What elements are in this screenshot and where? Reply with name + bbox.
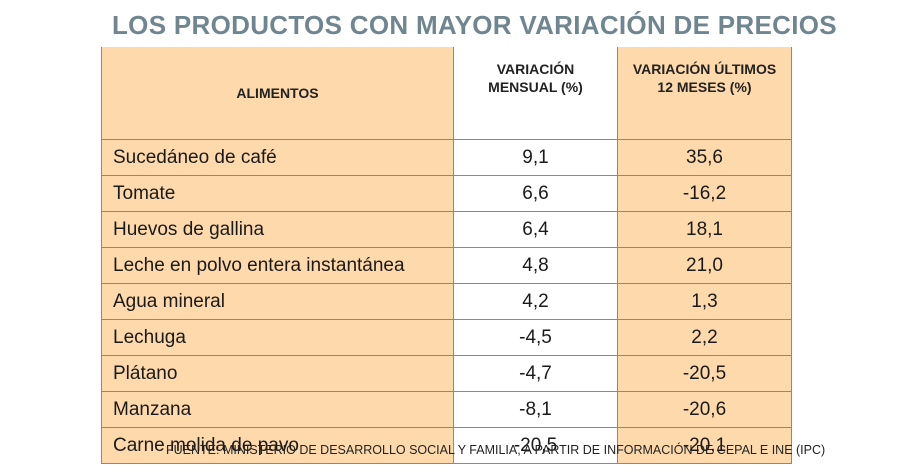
header-yearly-line2: 12 MESES (%) [657,79,752,95]
table-row: Leche en polvo entera instantánea 4,8 21… [101,247,792,284]
cell-monthly: 9,1 [453,139,618,176]
cell-yearly: 18,1 [617,211,792,248]
cell-yearly: 1,3 [617,283,792,320]
table-row: Huevos de gallina 6,4 18,1 [101,211,792,248]
cell-food: Tomate [101,175,454,212]
cell-monthly: -8,1 [453,391,618,428]
cell-yearly: 21,0 [617,247,792,284]
source-note: FUENTE: MINISTERIO DE DESARROLLO SOCIAL … [166,443,826,457]
table-row: Agua mineral 4,2 1,3 [101,283,792,320]
cell-food: Plátano [101,355,454,392]
table-row: Carne molida de pavo -20,5 -20,1 [101,427,792,464]
header-monthly-variation: VARIACIÓN MENSUAL (%) [453,47,618,140]
header-food-label: ALIMENTOS [236,85,319,101]
cell-monthly: -4,5 [453,319,618,356]
table-row: Manzana -8,1 -20,6 [101,391,792,428]
cell-food: Leche en polvo entera instantánea [101,247,454,284]
cell-monthly: -4,7 [453,355,618,392]
cell-yearly: -20,6 [617,391,792,428]
price-variation-table: ALIMENTOS VARIACIÓN MENSUAL (%) VARIACIÓ… [101,47,792,464]
cell-monthly: 6,6 [453,175,618,212]
table-row: Tomate 6,6 -16,2 [101,175,792,212]
cell-yearly: -20,1 [617,427,792,464]
cell-food: Manzana [101,391,454,428]
cell-monthly: 6,4 [453,211,618,248]
header-yearly-line1: VARIACIÓN ÚLTIMOS [632,61,777,77]
cell-food: Lechuga [101,319,454,356]
cell-yearly: -20,5 [617,355,792,392]
page-title: LOS PRODUCTOS CON MAYOR VARIACIÓN DE PRE… [112,10,837,40]
table-row: Sucedáneo de café 9,1 35,6 [101,139,792,176]
header-yearly-variation: VARIACIÓN ÚLTIMOS 12 MESES (%) [617,47,792,140]
cell-yearly: -16,2 [617,175,792,212]
cell-food: Agua mineral [101,283,454,320]
table-row: Plátano -4,7 -20,5 [101,355,792,392]
cell-yearly: 2,2 [617,319,792,356]
cell-monthly: 4,8 [453,247,618,284]
table-header-row: ALIMENTOS VARIACIÓN MENSUAL (%) VARIACIÓ… [101,47,792,140]
header-monthly-line2: MENSUAL (%) [488,79,583,95]
table-row: Lechuga -4,5 2,2 [101,319,792,356]
cell-monthly: 4,2 [453,283,618,320]
cell-yearly: 35,6 [617,139,792,176]
header-monthly-line1: VARIACIÓN [496,61,575,77]
cell-food: Huevos de gallina [101,211,454,248]
cell-food: Carne molida de pavo [101,427,454,464]
cell-food: Sucedáneo de café [101,139,454,176]
header-food: ALIMENTOS [101,47,454,140]
